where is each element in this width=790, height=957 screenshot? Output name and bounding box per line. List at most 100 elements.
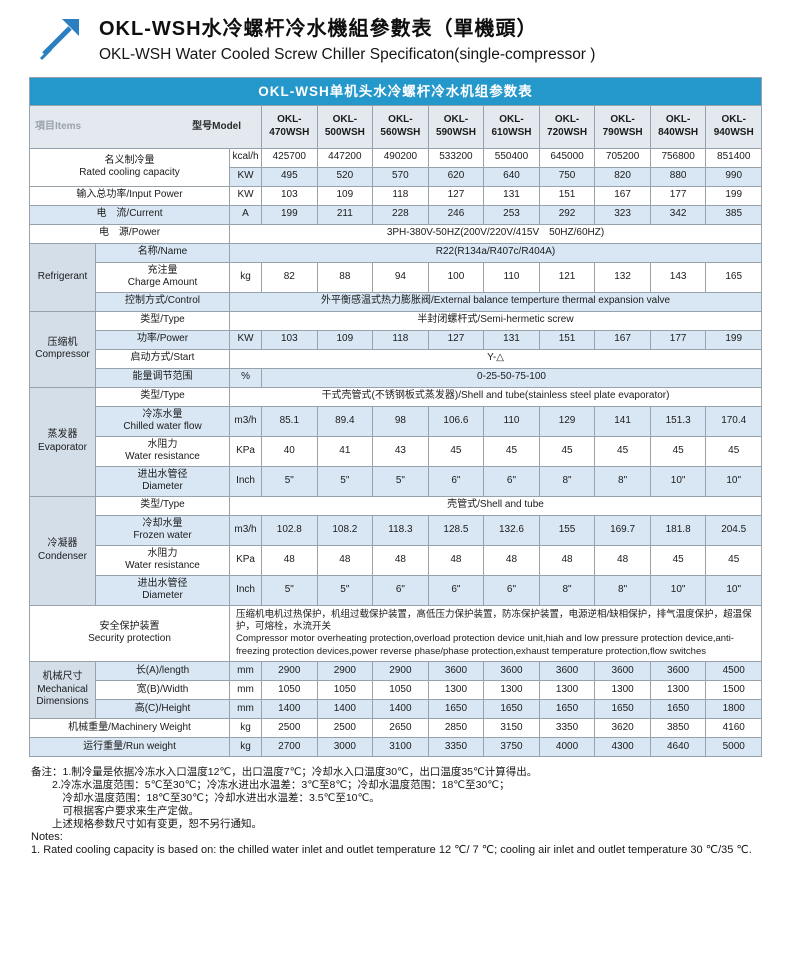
note-line: 备注：1.制冷量是依据冷冻水入口温度12℃，出口温度7℃；冷却水入口温度30℃，…	[31, 765, 538, 778]
value-cell: 100	[427, 261, 485, 293]
value-cell: 3850	[649, 717, 707, 738]
value-cell: 1650	[649, 698, 707, 719]
value-cell: 177	[649, 185, 707, 206]
spec-row: 进出水管径 Diameter Inch 5" 5" 6" 6" 6" 8" 8" 10" 10"	[30, 574, 762, 606]
value-cell: 1300	[427, 679, 485, 700]
row-label: 运行重量/Run weight	[29, 736, 230, 757]
spec-row: 安全保护装置 Security protection 压缩机电机过热保护，机组过载…	[29, 604, 762, 662]
value-cell: 495	[261, 166, 318, 187]
value-cell: 4160	[705, 717, 762, 738]
unit-label: Inch	[228, 465, 263, 497]
value-cell: 48	[538, 544, 596, 576]
title-block: OKL-WSH水冷螺杆冷水機組參數表（單機頭） OKL-WSH Water Co…	[99, 12, 595, 64]
note-line: 1. Rated cooling capacity is based on: t…	[31, 844, 752, 857]
value-cell: 45	[483, 435, 540, 467]
value-cell: 155	[538, 514, 596, 546]
value-cell: 3350	[427, 736, 485, 757]
spec-row: 名义制冷量 Rated cooling capacity kcal/h 425700…	[29, 147, 762, 187]
value-cell: 1500	[705, 679, 762, 700]
value-cell: 1800	[705, 698, 762, 719]
value-cell: 10"	[705, 574, 762, 606]
spec-row: 冷冻水量 Chilled water flow m3/h 85.1 89.4 98 106…	[30, 405, 762, 437]
spec-row: 高(C)/Height mm 1400 1400 1400 1650 1650 1650 165…	[30, 698, 762, 719]
value-cell: 170.4	[705, 405, 762, 437]
value-cell: 6"	[483, 465, 540, 497]
value-span: 半封闭螺杆式/Semi-hermetic screw	[229, 310, 762, 331]
row-label: 功率/Power	[95, 329, 230, 350]
row-label: 类型/Type	[95, 386, 230, 407]
value-cell: 40	[261, 435, 318, 467]
value-cell: 110	[483, 405, 540, 437]
row-label: 名称/Name	[95, 242, 230, 263]
spec-row: 控制方式/Control 外平衡感温式热力膨胀阀/External balance…	[30, 291, 762, 312]
value-cell: 570	[372, 166, 429, 187]
value-cell: 3600	[538, 660, 596, 681]
row-label: 高(C)/Height	[95, 698, 230, 719]
value-cell: 3600	[594, 660, 651, 681]
value-cell: 520	[316, 166, 374, 187]
value-cell: 3350	[538, 717, 596, 738]
value-cell: 990	[705, 166, 762, 187]
unit-label: m3/h	[228, 514, 263, 546]
value-cell: 323	[594, 204, 651, 225]
row-label: 控制方式/Control	[95, 291, 230, 312]
value-cell: 94	[372, 261, 429, 293]
value-span: 外平衡感温式热力膨胀阀/External balance temperture …	[229, 291, 762, 312]
value-cell: 8"	[538, 574, 596, 606]
value-cell: 45	[705, 544, 762, 576]
value-cell: 132.6	[483, 514, 540, 546]
value-cell: 48	[427, 544, 485, 576]
value-cell: 45	[427, 435, 485, 467]
value-cell: 118	[372, 329, 429, 350]
row-label: 宽(B)/Width	[95, 679, 230, 700]
spec-row: 冷却水量 Frozen water m3/h 102.8 108.2 118.3 128.…	[30, 514, 762, 546]
spec-row: 进出水管径 Diameter Inch 5" 5" 5" 6" 6" 8" 8" 10" 10"	[30, 465, 762, 497]
value-cell: 385	[705, 204, 762, 225]
group-label: 冷凝器 Condenser	[29, 495, 96, 606]
unit-label: KW	[228, 185, 263, 206]
value-cell: 3600	[649, 660, 707, 681]
value-cell: 1300	[649, 679, 707, 700]
value-cell: 2850	[427, 717, 485, 738]
value-cell: 3000	[316, 736, 374, 757]
value-cell: 165	[705, 261, 762, 293]
spec-row: 宽(B)/Width mm 1050 1050 1050 1300 1300 1300 1300…	[30, 679, 762, 700]
value-span: 0-25-50-75-100	[261, 367, 762, 388]
row-label: 类型/Type	[95, 310, 230, 331]
row-label: 输入总功率/Input Power	[29, 185, 230, 206]
value-span: Y-△	[229, 348, 762, 369]
value-cell: 85.1	[261, 405, 318, 437]
value-cell: 5"	[261, 465, 318, 497]
spec-row: 充注量 Charge Amount kg 82 88 94 100 110 121 132 143…	[30, 261, 762, 293]
value-cell: 102.8	[261, 514, 318, 546]
model-header: OKL- 940WSH	[705, 105, 762, 149]
value-cell: 8"	[538, 465, 596, 497]
unit-label: mm	[228, 698, 263, 719]
value-cell: 3620	[594, 717, 651, 738]
value-cell: 45	[649, 435, 707, 467]
unit-label: kg	[228, 261, 263, 293]
value-cell: 118.3	[372, 514, 429, 546]
unit-label: KPa	[228, 544, 263, 576]
value-cell: 131	[483, 185, 540, 206]
row-label: 冷冻水量 Chilled water flow	[95, 405, 230, 437]
page-title-en: OKL-WSH Water Cooled Screw Chiller Speci…	[99, 46, 596, 63]
value-cell: 1650	[538, 698, 596, 719]
value-cell: 1400	[372, 698, 429, 719]
value-cell: 1650	[483, 698, 540, 719]
value-cell: 199	[705, 329, 762, 350]
unit-label: KPa	[228, 435, 263, 467]
corner-cell: 項目Items 型号Model	[28, 105, 263, 149]
value-cell: 5"	[372, 465, 429, 497]
value-span: 干式壳管式(不锈钢板式蒸发器)/Shell and tube(stainless…	[229, 386, 762, 407]
value-cell: 6"	[427, 574, 485, 606]
spec-row: 电 流/Current A 199 211 228 246 253 292 323 342 385	[29, 204, 762, 225]
table-caption: OKL-WSH单机头水冷螺杆冷水机组参数表	[29, 77, 762, 105]
value-cell: 533200	[427, 147, 485, 168]
value-cell: 45	[594, 435, 651, 467]
unit-label: mm	[228, 660, 263, 681]
row-label: 进出水管径 Diameter	[95, 574, 230, 606]
value-span: 壳管式/Shell and tube	[229, 495, 762, 516]
value-cell: 106.6	[427, 405, 485, 437]
row-label: 充注量 Charge Amount	[95, 261, 230, 293]
